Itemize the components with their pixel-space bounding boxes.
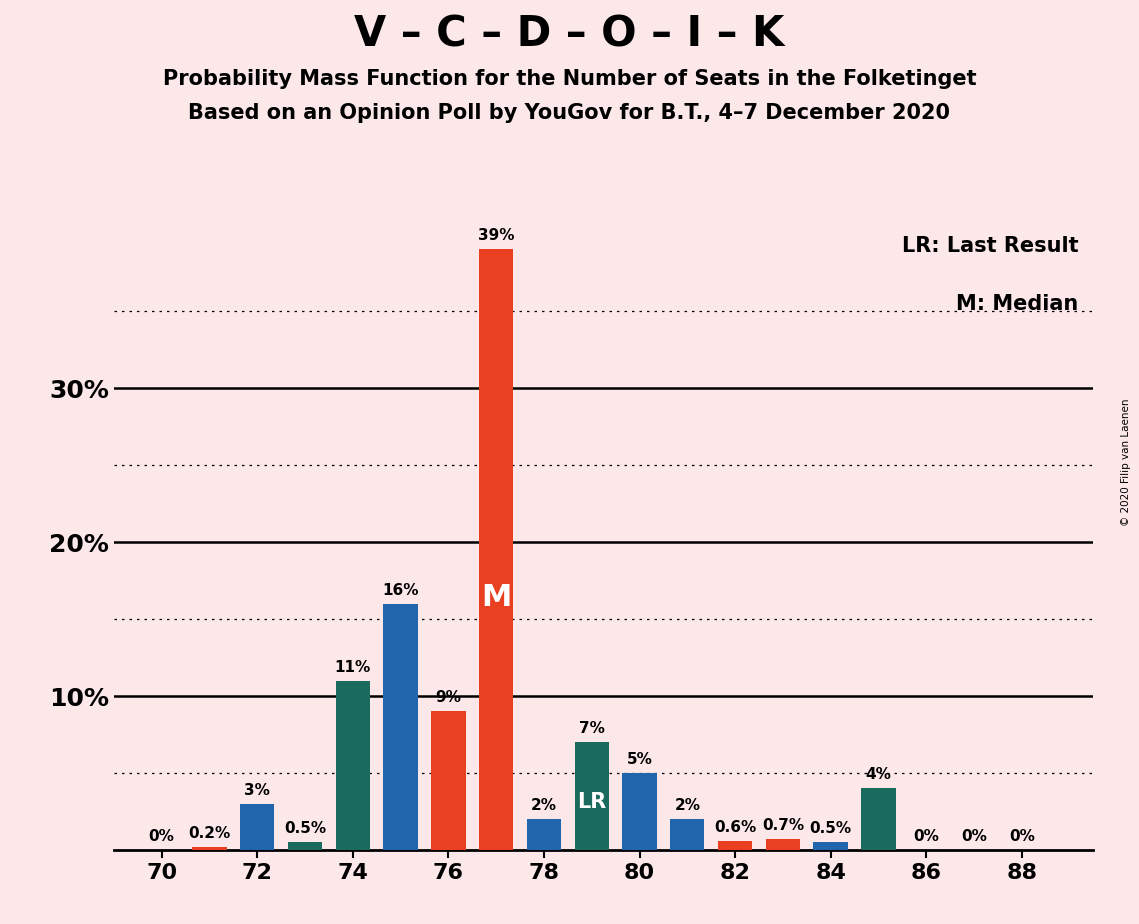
Bar (765, 839, 800, 850)
Bar (574, 742, 609, 850)
Text: 0%: 0% (913, 829, 940, 844)
Text: 2%: 2% (674, 798, 700, 813)
Text: LR: LR (577, 792, 606, 811)
Bar (718, 841, 752, 850)
Bar (813, 843, 847, 850)
Text: © 2020 Filip van Laenen: © 2020 Filip van Laenen (1121, 398, 1131, 526)
Bar (384, 603, 418, 850)
Text: 0%: 0% (149, 829, 174, 844)
Bar (288, 843, 322, 850)
Text: 39%: 39% (478, 228, 515, 243)
Text: Probability Mass Function for the Number of Seats in the Folketinget: Probability Mass Function for the Number… (163, 69, 976, 90)
Bar (240, 804, 274, 850)
Text: 11%: 11% (335, 660, 371, 675)
Text: LR: Last Result: LR: Last Result (902, 236, 1079, 256)
Text: 0.2%: 0.2% (188, 826, 230, 841)
Bar (336, 681, 370, 850)
Bar (526, 820, 562, 850)
Text: Based on an Opinion Poll by YouGov for B.T., 4–7 December 2020: Based on an Opinion Poll by YouGov for B… (188, 103, 951, 124)
Text: 0.5%: 0.5% (284, 821, 326, 836)
Text: 4%: 4% (866, 767, 892, 783)
Bar (670, 820, 705, 850)
Text: 0.7%: 0.7% (762, 818, 804, 833)
Bar (192, 847, 227, 850)
Text: 9%: 9% (435, 690, 461, 705)
Bar (480, 249, 514, 850)
Text: 3%: 3% (244, 783, 270, 797)
Bar (432, 711, 466, 850)
Text: 7%: 7% (579, 721, 605, 736)
Text: 5%: 5% (626, 752, 653, 767)
Text: M: M (481, 583, 511, 613)
Text: 0%: 0% (1009, 829, 1034, 844)
Text: V – C – D – O – I – K: V – C – D – O – I – K (354, 14, 785, 55)
Bar (861, 788, 895, 850)
Text: 0.6%: 0.6% (714, 820, 756, 834)
Text: 0.5%: 0.5% (810, 821, 852, 836)
Text: 2%: 2% (531, 798, 557, 813)
Text: M: Median: M: Median (957, 294, 1079, 314)
Text: 0%: 0% (961, 829, 986, 844)
Text: 16%: 16% (383, 582, 419, 598)
Bar (622, 773, 657, 850)
